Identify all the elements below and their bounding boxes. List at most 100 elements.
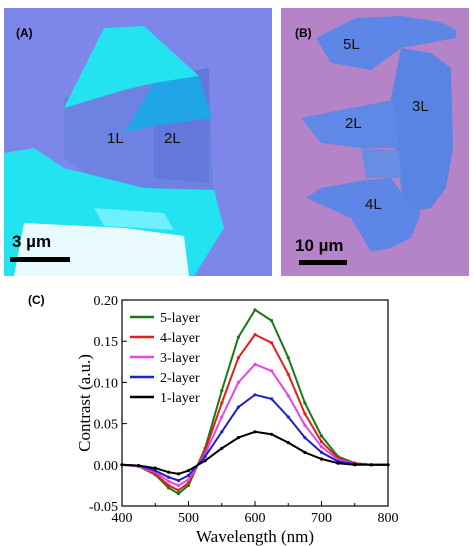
- scale-bar-label-b: 10 µm: [295, 236, 344, 255]
- flake-label-3l: 3L: [412, 98, 429, 115]
- data-point-5-layer: [253, 308, 257, 312]
- flake-5l: [316, 16, 456, 70]
- contrast-chart: (C) 400 500 600 700 800 -0.05 0.00 0.05 0.10 0.15…: [28, 293, 399, 546]
- flake-3l: [391, 48, 453, 213]
- data-point-2-layer: [253, 393, 257, 397]
- data-point-2-layer: [220, 430, 224, 434]
- flake-label-2l-b: 2L: [345, 115, 362, 132]
- data-point-4-layer: [167, 483, 171, 487]
- data-point-1-layer: [386, 463, 390, 467]
- data-point-1-layer: [203, 459, 207, 463]
- data-point-3-layer: [319, 445, 324, 449]
- data-point-3-layer: [303, 423, 307, 427]
- legend-label-5-layer: 5-layer: [160, 311, 200, 326]
- data-point-3-layer: [167, 479, 171, 483]
- x-tick-label: 700: [311, 511, 332, 526]
- data-point-2-layer: [176, 478, 181, 483]
- series-line-4-layer: [121, 333, 388, 492]
- data-point-2-layer: [167, 475, 171, 479]
- data-point-3-layer: [236, 380, 240, 384]
- data-point-1-layer: [319, 457, 324, 461]
- data-point-4-layer: [319, 440, 324, 444]
- data-point-4-layer: [176, 488, 181, 492]
- data-point-1-layer: [137, 464, 141, 468]
- series-line-2-layer: [121, 393, 388, 482]
- data-point-2-layer: [270, 397, 274, 401]
- data-point-1-layer: [369, 463, 373, 467]
- legend-label-3-layer: 3-layer: [160, 351, 200, 366]
- data-point-5-layer: [270, 319, 274, 323]
- data-point-1-layer: [220, 446, 224, 450]
- micrograph-panel-a: (A) 1L 2L 3 µm: [4, 8, 272, 276]
- data-point-2-layer: [286, 415, 290, 419]
- y-tick-label: 0.10: [94, 376, 119, 391]
- micrograph-a-image: [4, 8, 272, 276]
- data-point-4-layer: [270, 341, 274, 345]
- legend: 5-layer 4-layer 3-layer 2-layer 1-layer: [130, 311, 200, 406]
- x-tick-label: 800: [378, 511, 399, 526]
- legend-label-4-layer: 4-layer: [160, 331, 200, 346]
- data-point-4-layer: [186, 481, 191, 485]
- data-point-3-layer: [176, 483, 181, 487]
- data-point-1-layer: [353, 463, 357, 467]
- data-point-3-layer: [286, 394, 290, 398]
- data-point-1-layer: [286, 441, 290, 445]
- data-point-2-layer: [303, 436, 307, 440]
- series-line-5-layer: [121, 308, 388, 495]
- data-point-1-layer: [176, 472, 181, 476]
- data-point-5-layer: [303, 401, 307, 405]
- flake-label-4l: 4L: [365, 196, 382, 213]
- series-lines: [120, 308, 390, 496]
- axis-ticks: 400 500 600 700 800 -0.05 0.00 0.05 0.10 0.15 0.20: [89, 294, 399, 526]
- data-point-4-layer: [220, 401, 224, 405]
- data-point-1-layer: [303, 450, 307, 454]
- data-point-2-layer: [153, 469, 157, 473]
- data-point-4-layer: [253, 333, 257, 337]
- flake-bridge: [361, 148, 401, 178]
- flake-label-2l: 2L: [164, 130, 181, 147]
- flake-4l: [306, 178, 421, 252]
- x-tick-label: 600: [245, 511, 266, 526]
- flake-terrace: [94, 208, 174, 230]
- data-point-4-layer: [236, 356, 240, 360]
- series-line-3-layer: [121, 363, 388, 487]
- data-point-1-layer: [253, 430, 257, 434]
- data-point-5-layer: [236, 335, 240, 339]
- micrograph-panel-b: (B) 5L 3L 2L 4L 10 µm: [281, 8, 469, 276]
- x-tick-label: 400: [112, 511, 133, 526]
- data-point-3-layer: [270, 369, 274, 373]
- y-tick-label: 0.05: [94, 418, 119, 433]
- flake-label-1l: 1L: [107, 130, 124, 147]
- flake-2l: [301, 100, 399, 148]
- panel-a-label: (A): [16, 26, 33, 40]
- data-point-5-layer: [319, 434, 324, 438]
- legend-label-2-layer: 2-layer: [160, 371, 200, 386]
- scale-bar-label-a: 3 µm: [12, 232, 52, 251]
- scale-bar-b: [299, 260, 347, 265]
- y-tick-label: 0.15: [94, 335, 119, 350]
- bulk-flake-edge: [124, 76, 212, 133]
- y-tick-label: 0.20: [94, 294, 119, 309]
- panel-c-label: (C): [28, 293, 45, 307]
- thick-flake-highlight: [14, 223, 189, 276]
- data-point-3-layer: [220, 415, 224, 419]
- panel-b-label: (B): [295, 26, 312, 40]
- data-point-3-layer: [253, 362, 257, 366]
- data-point-1-layer: [120, 463, 124, 467]
- data-point-1-layer: [236, 436, 240, 440]
- data-point-2-layer: [186, 473, 191, 478]
- bulk-flake-top: [64, 26, 199, 108]
- data-point-5-layer: [176, 492, 181, 496]
- data-point-2-layer: [236, 405, 240, 409]
- data-point-4-layer: [286, 372, 290, 376]
- data-point-3-layer: [186, 478, 191, 482]
- data-point-1-layer: [186, 469, 191, 473]
- data-point-2-layer: [319, 450, 324, 454]
- data-point-5-layer: [220, 389, 224, 393]
- data-point-4-layer: [303, 412, 307, 416]
- data-point-1-layer: [153, 466, 157, 470]
- legend-label-1-layer: 1-layer: [160, 391, 200, 406]
- flake-label-5l: 5L: [343, 36, 360, 53]
- data-point-5-layer: [167, 486, 171, 490]
- data-point-2-layer: [203, 455, 207, 459]
